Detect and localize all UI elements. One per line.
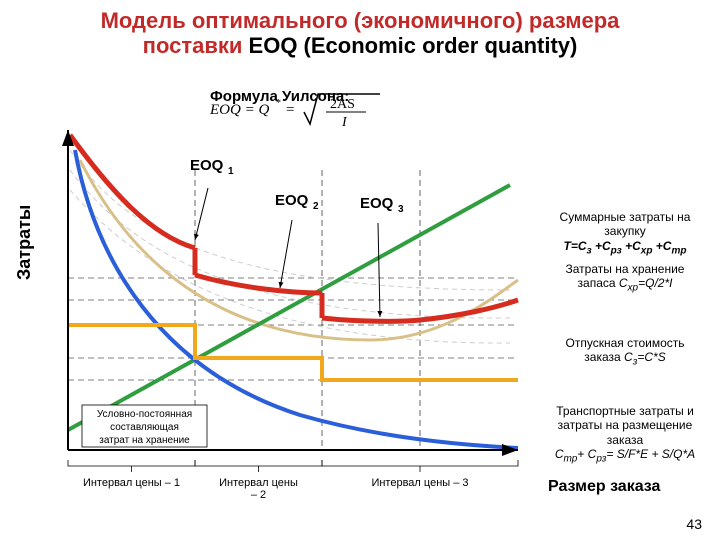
annot-total-cost: Суммарные затраты назакупку T=Cз +Cрз +C… bbox=[540, 210, 710, 257]
svg-text:2: 2 bbox=[313, 201, 319, 212]
page-number: 43 bbox=[686, 516, 702, 532]
chart-svg: EOQ 1 EOQ 2 EOQ 3 Условно-постоянная составляющ… bbox=[40, 130, 520, 500]
annot-transport: Транспортные затраты изатраты на размеще… bbox=[540, 404, 710, 466]
formula-svg: EOQ = Q * = 2AS I bbox=[210, 88, 410, 132]
svg-text:EOQ = Q: EOQ = Q bbox=[210, 102, 269, 118]
svg-text:– 2: – 2 bbox=[251, 489, 266, 500]
svg-text:3: 3 bbox=[398, 204, 404, 215]
annot-price: Отпускная стоимость заказа Cз=C*S bbox=[540, 336, 710, 369]
svg-text:Интервал цены – 1: Интервал цены – 1 bbox=[83, 477, 180, 489]
y-axis-label: Затраты bbox=[14, 205, 35, 280]
wilson-formula: Формула Уилсона: EOQ = Q * = 2AS I bbox=[210, 88, 349, 105]
svg-text:EOQ: EOQ bbox=[360, 195, 394, 212]
svg-text:EOQ: EOQ bbox=[190, 157, 224, 174]
annot-storage: Затраты на хранение запаса Cхр=Q/2*I bbox=[540, 262, 710, 295]
x-axis-label: Размер заказа bbox=[548, 478, 660, 496]
svg-text:Условно-постоянная: Условно-постоянная bbox=[97, 409, 192, 420]
svg-text:затрат на хранение: затрат на хранение bbox=[99, 435, 190, 446]
svg-text:I: I bbox=[341, 115, 348, 130]
svg-text:2AS: 2AS bbox=[330, 97, 355, 112]
svg-text:Интервал цены – 3: Интервал цены – 3 bbox=[371, 477, 468, 489]
slide-title: Модель оптимального (экономичного) разме… bbox=[0, 0, 720, 59]
svg-text:EOQ: EOQ bbox=[275, 192, 309, 209]
chart-area: EOQ 1 EOQ 2 EOQ 3 Условно-постоянная составляющ… bbox=[40, 130, 520, 500]
svg-text:=: = bbox=[286, 102, 294, 118]
svg-text:1: 1 bbox=[228, 166, 234, 177]
svg-text:*: * bbox=[276, 98, 281, 109]
svg-text:составляющая: составляющая bbox=[110, 422, 179, 433]
svg-text:Интервал цены: Интервал цены bbox=[219, 477, 298, 489]
